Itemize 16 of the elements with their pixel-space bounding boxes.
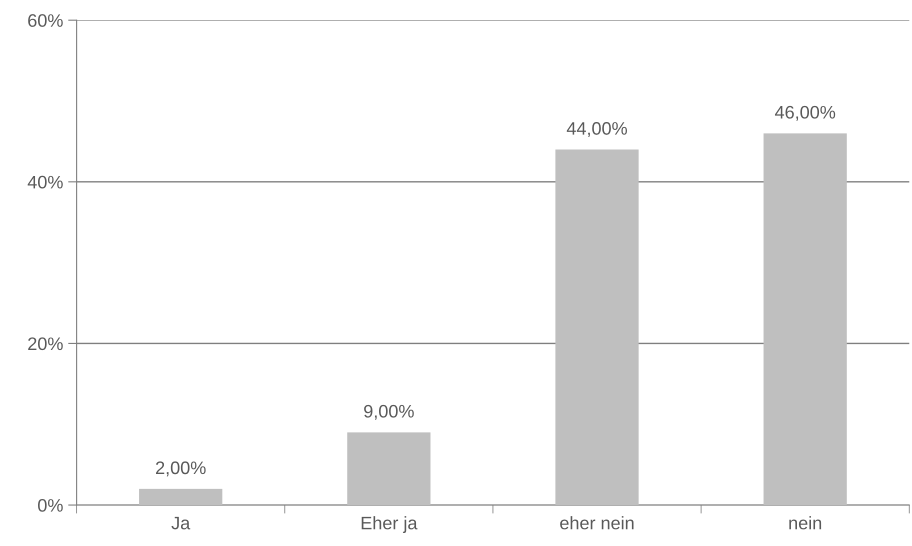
y-tick-label: 20% xyxy=(28,337,63,350)
x-tick-label: Ja xyxy=(171,516,190,530)
data-label: 44,00% xyxy=(566,122,627,137)
bar xyxy=(764,133,847,506)
y-tick-label: 0% xyxy=(38,498,63,512)
bar xyxy=(139,488,222,506)
data-label: 2,00% xyxy=(156,461,206,476)
data-label: 46,00% xyxy=(774,106,836,121)
bar xyxy=(347,432,430,506)
bar xyxy=(555,149,639,506)
x-tick-label: nein xyxy=(789,516,822,530)
y-tick-label: 60% xyxy=(28,14,63,27)
y-tick-label: 40% xyxy=(28,176,63,189)
x-tick-label: eher nein xyxy=(560,516,634,530)
x-tick-label: Eher ja xyxy=(362,516,418,533)
data-label: 9,00% xyxy=(364,404,414,420)
